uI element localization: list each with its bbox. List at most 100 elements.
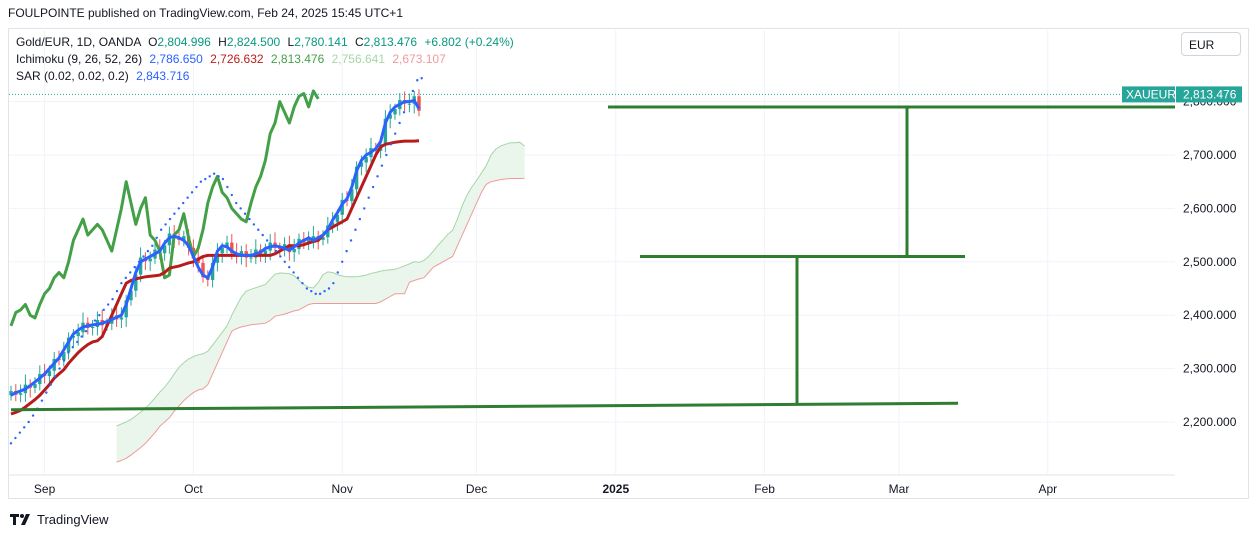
sar-dot bbox=[239, 207, 242, 210]
candle-body bbox=[278, 247, 282, 249]
legend-high-value: 2,824.500 bbox=[226, 35, 281, 49]
price-tick-label: 2,300.000 bbox=[1183, 362, 1237, 376]
sar-dot bbox=[164, 223, 167, 226]
legend-symbol: Gold/EUR, 1D, OANDA bbox=[16, 35, 141, 49]
legend-sar-label: SAR (0.02, 0.02, 0.2) bbox=[16, 69, 129, 83]
sar-dot bbox=[137, 260, 141, 263]
sar-dot bbox=[151, 244, 154, 247]
candle-body bbox=[340, 199, 344, 215]
time-tick-label: Nov bbox=[332, 482, 353, 496]
time-tick-label: Dec bbox=[466, 482, 487, 496]
candle-body bbox=[292, 248, 296, 253]
sar-dot bbox=[349, 239, 353, 242]
sar-dot bbox=[199, 180, 203, 183]
price-tag-text: 2,813.476 bbox=[1183, 87, 1237, 101]
sar-dot bbox=[301, 281, 304, 285]
candle-body bbox=[138, 257, 143, 275]
ichimoku-lagging-line bbox=[9, 89, 320, 327]
sar-dot bbox=[45, 391, 48, 394]
sar-dot bbox=[159, 228, 163, 231]
legend-high-label: H bbox=[218, 35, 227, 49]
sar-dot bbox=[398, 121, 401, 125]
sar-dot bbox=[190, 191, 194, 194]
price-tick-label: 2,400.000 bbox=[1183, 308, 1237, 322]
sar-dot bbox=[336, 271, 339, 274]
price-tick-label: 2,600.000 bbox=[1183, 201, 1237, 215]
candle-body bbox=[182, 236, 186, 240]
candle-body bbox=[66, 337, 71, 353]
sar-dot bbox=[14, 436, 17, 440]
price-tick-label: 2,500.000 bbox=[1183, 255, 1237, 269]
sar-dot bbox=[332, 281, 335, 285]
sar-dot bbox=[58, 367, 61, 370]
sar-dot bbox=[155, 236, 158, 239]
sar-dot bbox=[67, 351, 70, 354]
candle-body bbox=[393, 109, 397, 115]
candle-body bbox=[239, 251, 244, 256]
tradingview-brand[interactable]: TradingView bbox=[10, 512, 109, 527]
sar-dot bbox=[354, 228, 357, 231]
candle-body bbox=[148, 258, 152, 262]
sar-dot bbox=[111, 297, 114, 301]
ichimoku-span-a-line bbox=[116, 141, 525, 427]
candle-body bbox=[354, 166, 359, 190]
candle-body bbox=[359, 162, 364, 167]
sar-dot bbox=[53, 375, 57, 378]
sar-dot bbox=[411, 89, 415, 93]
candle-body bbox=[417, 96, 421, 111]
price-tick-label: 2,700.000 bbox=[1183, 148, 1237, 162]
sar-dot bbox=[217, 175, 220, 178]
sar-dot bbox=[93, 319, 97, 322]
legend-ichimoku-label: Ichimoku (9, 26, 52, 26) bbox=[16, 52, 143, 66]
time-tick-label: Mar bbox=[889, 482, 910, 496]
grid-lines bbox=[9, 30, 1175, 475]
sar-dot bbox=[129, 271, 132, 274]
sar-dot bbox=[288, 265, 291, 269]
symbol-tag-text: XAUEUR bbox=[1126, 87, 1176, 101]
candle-body bbox=[76, 332, 80, 337]
ichimoku-cloud bbox=[116, 142, 525, 463]
sar-dot bbox=[115, 289, 119, 293]
sar-dot bbox=[76, 340, 79, 344]
legend-ichimoku-conversion: 2,786.650 bbox=[149, 52, 203, 66]
candle-body bbox=[71, 336, 76, 338]
sar-dot bbox=[345, 249, 348, 253]
sar-dot bbox=[283, 260, 286, 263]
sar-dot bbox=[9, 442, 13, 445]
sar-dot bbox=[80, 335, 83, 338]
legend-change: +6.802 (+0.24%) bbox=[424, 35, 514, 49]
sar-dot bbox=[257, 228, 260, 231]
candle-body bbox=[350, 189, 354, 201]
currency-selector[interactable]: EUR bbox=[1181, 32, 1241, 56]
sar-dot bbox=[261, 233, 264, 237]
sar-dot bbox=[195, 185, 198, 189]
legend-low-label: L bbox=[287, 35, 295, 49]
sar-dot bbox=[133, 265, 136, 269]
price-tick-label: 2,200.000 bbox=[1183, 415, 1237, 429]
candle-body bbox=[306, 239, 311, 243]
candle-body bbox=[282, 244, 287, 249]
sar-dot bbox=[367, 196, 370, 199]
sar-dot bbox=[71, 346, 75, 349]
candle-body bbox=[201, 262, 205, 278]
sar-dot bbox=[314, 292, 317, 296]
candle-body bbox=[407, 103, 412, 105]
candle-body bbox=[364, 157, 368, 163]
sar-dot bbox=[341, 260, 344, 263]
candle-body bbox=[134, 274, 138, 291]
candle-body bbox=[335, 214, 340, 223]
legend-close-label: C bbox=[354, 35, 364, 49]
candle-body bbox=[330, 222, 335, 226]
chart-frame bbox=[8, 28, 1249, 499]
sar-dot bbox=[296, 276, 300, 280]
sar-dot bbox=[371, 185, 375, 189]
time-tick-label: Sep bbox=[34, 482, 56, 496]
sar-dot bbox=[235, 201, 238, 205]
time-tick-label: 2025 bbox=[602, 482, 629, 496]
candle-body bbox=[388, 114, 392, 119]
sar-dot bbox=[62, 359, 66, 362]
sar-dot bbox=[120, 281, 123, 285]
candle-body bbox=[215, 253, 220, 263]
sar-dot bbox=[327, 287, 331, 290]
